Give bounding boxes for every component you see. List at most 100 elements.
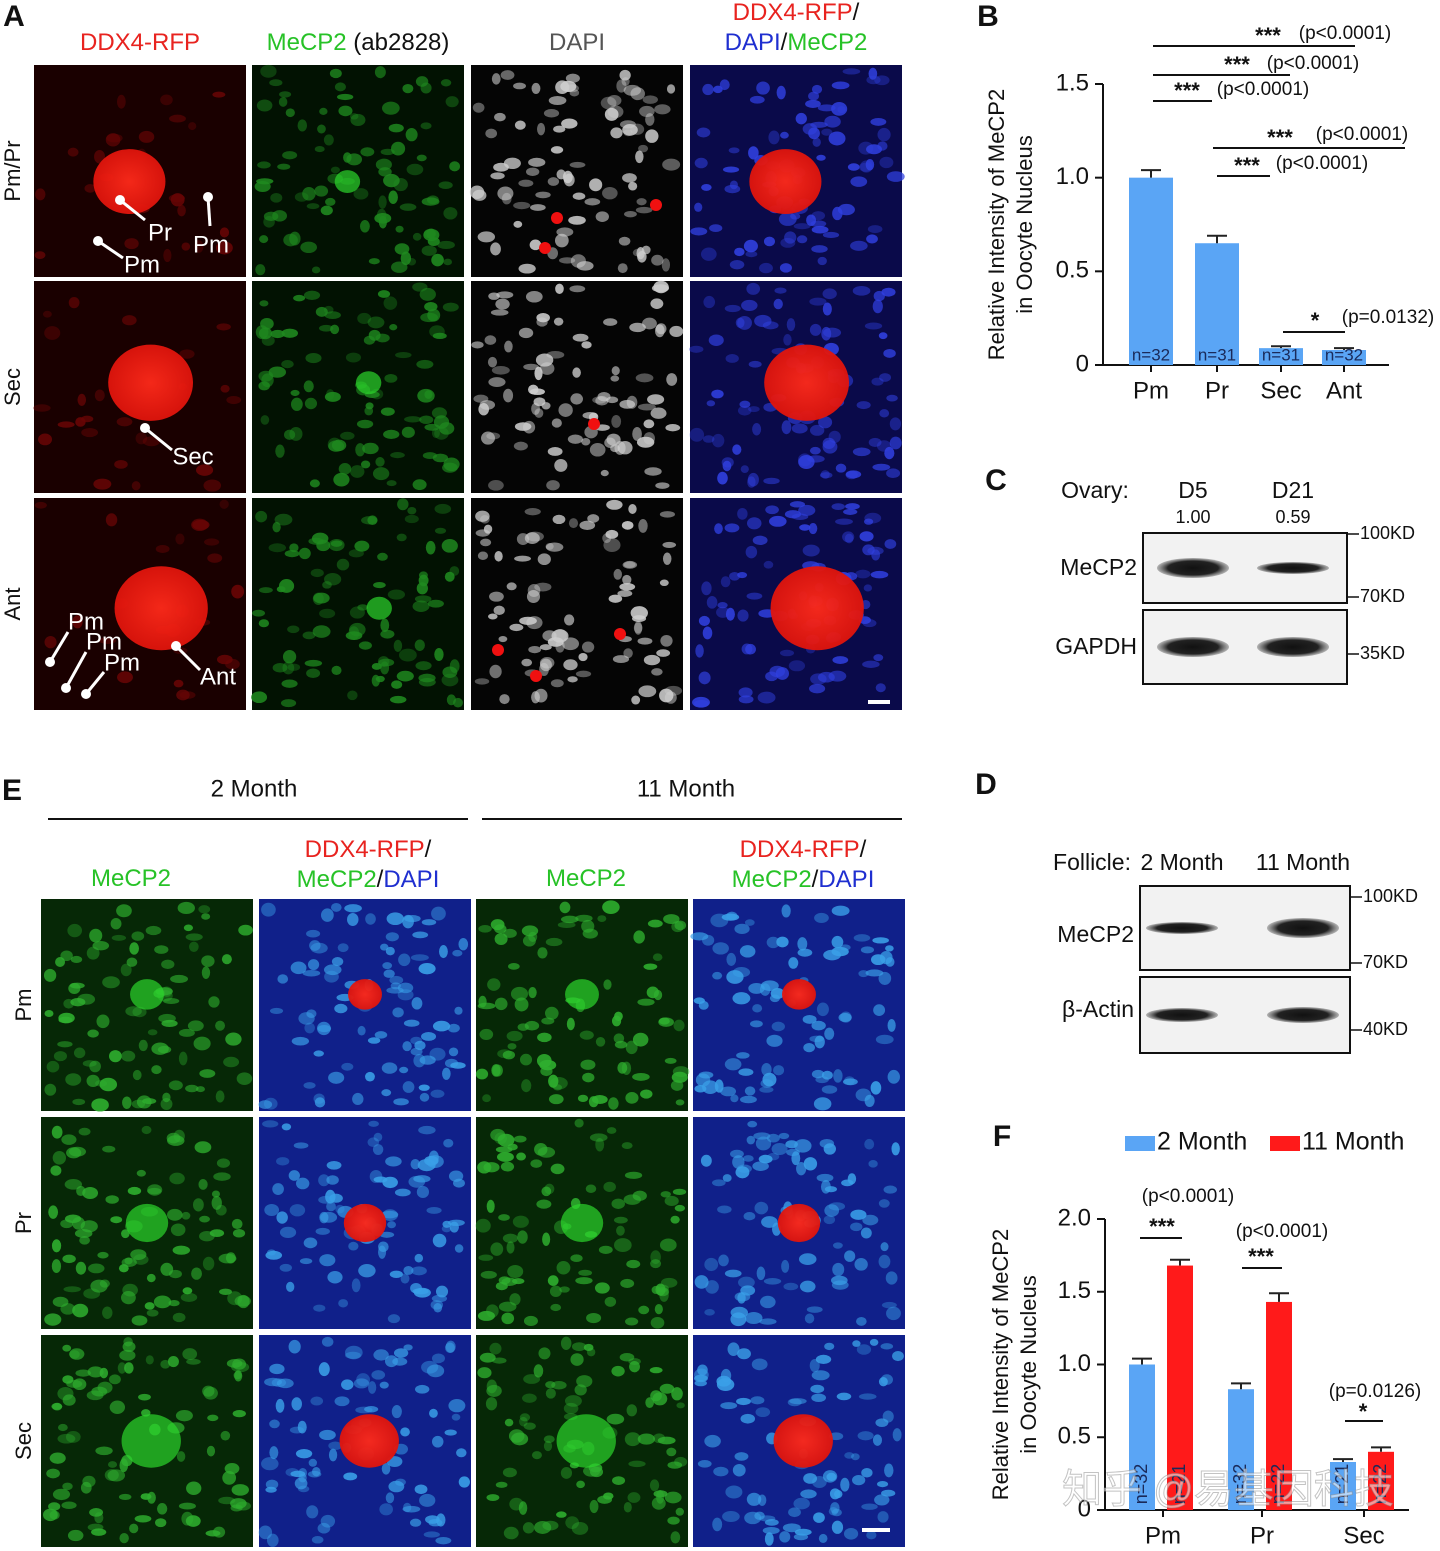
- annotation-label: Pm: [104, 649, 140, 676]
- bar: [1228, 1389, 1254, 1510]
- cell: [739, 945, 756, 958]
- significance-stars: ***: [1255, 23, 1281, 48]
- cell: [181, 1211, 191, 1220]
- cell: [564, 614, 575, 626]
- cell: [853, 934, 871, 942]
- micrograph-bg: [471, 65, 683, 277]
- y-tick-label: 1.5: [1058, 1277, 1091, 1304]
- cell: [514, 422, 532, 431]
- cell: [567, 676, 578, 683]
- cell: [734, 923, 750, 935]
- value-label: n=32: [1230, 1464, 1250, 1505]
- cell: [448, 1399, 466, 1413]
- annotation-label: Pm: [68, 608, 104, 635]
- cell: [513, 441, 528, 451]
- cell: [326, 1161, 342, 1170]
- cell: [380, 618, 390, 632]
- error-bar: [1207, 234, 1227, 244]
- cell: [697, 1459, 712, 1468]
- cell: [368, 258, 380, 265]
- cell: [822, 302, 832, 316]
- cell: [543, 1440, 553, 1452]
- red-arrow: [650, 199, 662, 211]
- cell: [391, 261, 408, 273]
- cell: [97, 1251, 109, 1259]
- cell: [67, 147, 79, 157]
- cell: [268, 543, 287, 553]
- cell: [226, 395, 242, 405]
- cell: [736, 1052, 750, 1059]
- cell: [858, 141, 874, 155]
- cell: [534, 366, 543, 381]
- cell: [611, 366, 620, 376]
- cell: [880, 1242, 889, 1252]
- arrow: [64, 651, 88, 689]
- cell: [788, 957, 799, 969]
- cell: [762, 1072, 777, 1087]
- cell: [418, 1125, 436, 1135]
- cell: [600, 469, 609, 477]
- cell: [252, 609, 266, 617]
- cell: [263, 1097, 278, 1110]
- cell: [741, 299, 758, 311]
- x-tick-label: Sec: [1343, 1522, 1384, 1549]
- cell: [272, 210, 288, 222]
- cell: [188, 122, 197, 131]
- cell: [124, 1362, 134, 1374]
- cell: [389, 324, 398, 331]
- cell: [87, 1366, 104, 1378]
- cell: [319, 1429, 336, 1441]
- cell: [500, 70, 515, 80]
- row-label: Sec: [11, 1422, 36, 1460]
- cell: [533, 397, 546, 407]
- cell: [645, 1397, 654, 1409]
- cell: [632, 248, 644, 257]
- cell: [400, 1273, 410, 1284]
- cell: [765, 505, 779, 515]
- cell: [810, 673, 827, 685]
- cell: [445, 1340, 456, 1353]
- cell: [878, 1254, 891, 1269]
- cell: [531, 82, 541, 94]
- cell: [173, 679, 184, 688]
- cell: [484, 335, 497, 345]
- cell: [840, 1477, 850, 1492]
- cell: [824, 1027, 835, 1040]
- column-header: DDX4-RFP/: [305, 836, 432, 863]
- group-header: 11 Month: [637, 775, 735, 802]
- cell: [556, 1260, 571, 1275]
- cell: [99, 1077, 118, 1092]
- cell: [365, 402, 374, 410]
- cell: [737, 571, 748, 579]
- cell: [68, 1146, 87, 1157]
- cell: [819, 472, 833, 479]
- cell: [285, 108, 295, 118]
- cell: [711, 433, 725, 448]
- cell: [855, 1088, 872, 1102]
- cell: [579, 1030, 594, 1040]
- band: [1257, 637, 1329, 657]
- cell: [655, 323, 667, 335]
- cell: [365, 913, 376, 925]
- cell: [808, 523, 818, 535]
- cell: [185, 933, 203, 941]
- cell: [421, 1032, 437, 1041]
- oocyte: [366, 596, 392, 620]
- oocyte: [348, 979, 382, 1010]
- cell: [664, 1195, 679, 1207]
- cell: [773, 298, 783, 310]
- cell: [867, 225, 883, 234]
- cell: [345, 631, 363, 641]
- cell: [732, 1463, 746, 1477]
- cell: [121, 1229, 130, 1239]
- cell: [388, 123, 404, 133]
- header-part: MeCP2: [546, 865, 626, 892]
- cell: [202, 1385, 215, 1397]
- cell: [864, 1138, 875, 1150]
- cell: [613, 568, 622, 580]
- y-tick-label: 1.5: [1056, 69, 1089, 96]
- oocyte: [777, 1203, 821, 1243]
- cell: [320, 205, 333, 216]
- cell: [310, 568, 324, 578]
- column-header: DDX4-RFP/: [733, 0, 860, 26]
